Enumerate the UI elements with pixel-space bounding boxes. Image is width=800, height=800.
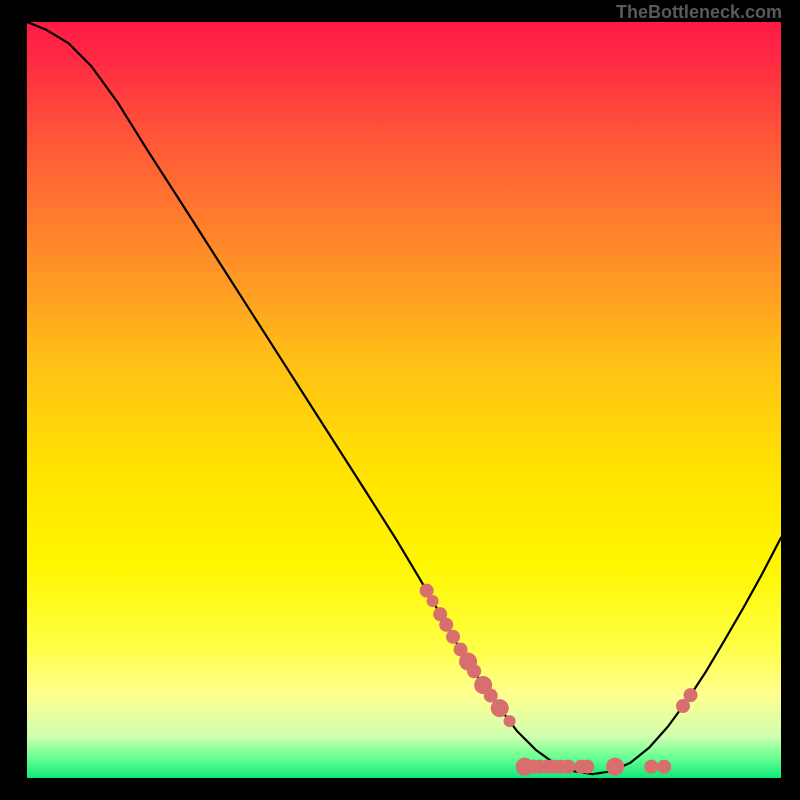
- gradient-background: [27, 22, 781, 778]
- data-marker: [504, 715, 516, 727]
- plot-svg: [27, 22, 781, 778]
- data-marker: [561, 760, 575, 774]
- data-marker: [606, 758, 624, 776]
- data-marker: [644, 760, 658, 774]
- chart-frame: TheBottleneck.com: [0, 0, 800, 800]
- data-marker: [446, 630, 460, 644]
- data-marker: [684, 688, 698, 702]
- data-marker: [427, 595, 439, 607]
- data-marker: [657, 760, 671, 774]
- data-marker: [580, 760, 594, 774]
- data-marker: [439, 618, 453, 632]
- data-marker: [467, 664, 481, 678]
- source-label: TheBottleneck.com: [616, 2, 782, 23]
- data-marker: [491, 699, 509, 717]
